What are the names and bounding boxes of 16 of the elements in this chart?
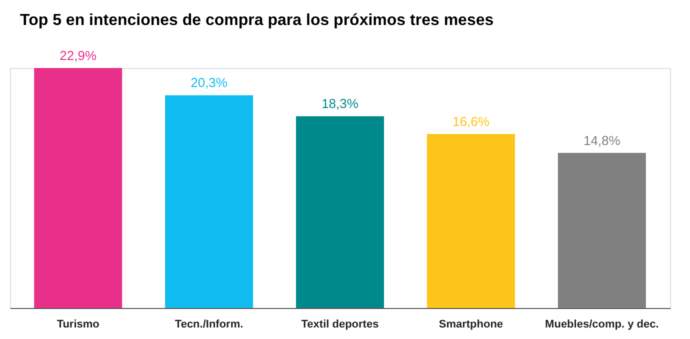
- x-tick-label: Textil deportes: [301, 318, 379, 330]
- bar: [165, 95, 254, 308]
- x-tick-label: Smartphone: [438, 318, 504, 330]
- bar: [426, 134, 515, 308]
- data-label: 22,9%: [60, 48, 97, 63]
- bar: [558, 152, 646, 308]
- data-label: 20,3%: [190, 75, 228, 90]
- x-tick-label: Muebles/comp. y dec.: [545, 318, 659, 330]
- chart-title: Top 5 en intenciones de compra para los próximos tres meses: [20, 12, 494, 29]
- bar: [34, 68, 122, 308]
- x-tick-label: Turismo: [56, 318, 100, 330]
- data-label: 14,8%: [583, 132, 621, 148]
- data-label: 18,3%: [322, 96, 359, 112]
- x-tick-label: Tecn./Inform.: [174, 318, 244, 330]
- bar: [296, 116, 384, 308]
- data-label: 16,6%: [452, 114, 490, 130]
